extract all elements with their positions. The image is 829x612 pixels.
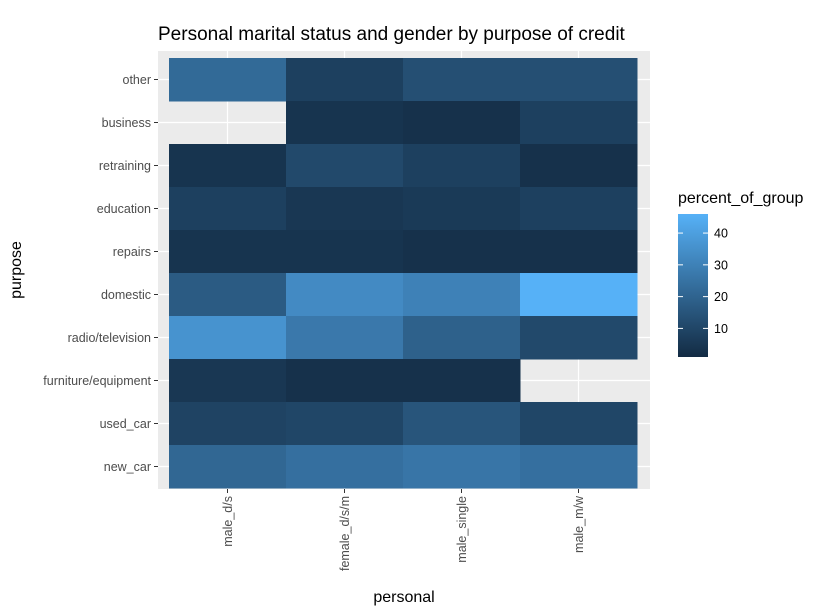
y-tick-label: used_car bbox=[100, 417, 151, 431]
heatmap-cell bbox=[286, 101, 404, 145]
legend-tick-label: 30 bbox=[714, 258, 728, 272]
heatmap-cell bbox=[286, 144, 404, 188]
x-tick-label: male_single bbox=[455, 496, 469, 563]
heatmap-cell bbox=[286, 58, 404, 102]
heatmap-cell bbox=[169, 230, 287, 274]
chart-title: Personal marital status and gender by pu… bbox=[158, 24, 626, 45]
y-tick-label: furniture/equipment bbox=[43, 374, 151, 388]
heatmap-cell bbox=[403, 58, 521, 102]
heatmap-cell bbox=[403, 273, 521, 317]
x-axis-title: personal bbox=[373, 589, 434, 606]
heatmap-cell bbox=[169, 58, 287, 102]
heatmap-cell bbox=[169, 445, 287, 489]
heatmap-cell bbox=[169, 187, 287, 231]
y-tick-label: domestic bbox=[101, 288, 151, 302]
x-axis-ticks: male_d/s female_d/s/m male_single male_m/w bbox=[221, 489, 586, 571]
heatmap-cell bbox=[286, 316, 404, 360]
heatmap-cell bbox=[403, 316, 521, 360]
heatmap-cell bbox=[520, 316, 638, 360]
heatmap-cell bbox=[286, 230, 404, 274]
heatmap-cell bbox=[286, 445, 404, 489]
heatmap-cell bbox=[520, 402, 638, 446]
x-tick-label: female_d/s/m bbox=[338, 496, 352, 571]
legend-title: percent_of_group bbox=[678, 190, 804, 207]
heatmap-cell bbox=[520, 187, 638, 231]
heatmap-cell bbox=[403, 402, 521, 446]
heatmap-cells bbox=[169, 58, 638, 489]
legend-tick-label: 10 bbox=[714, 322, 728, 336]
heatmap-cell bbox=[286, 273, 404, 317]
legend-ticks: 10 20 30 40 bbox=[678, 227, 728, 336]
y-tick-label: radio/television bbox=[68, 331, 151, 345]
heatmap-cell bbox=[403, 187, 521, 231]
heatmap-cell bbox=[520, 144, 638, 188]
y-axis-ticks: other business retraining education repairs d… bbox=[43, 73, 158, 474]
heatmap-cell bbox=[403, 230, 521, 274]
heatmap-cell bbox=[169, 316, 287, 360]
heatmap-cell bbox=[403, 359, 521, 403]
y-tick-label: new_car bbox=[104, 460, 151, 474]
heatmap-cell bbox=[520, 101, 638, 145]
heatmap-cell bbox=[169, 273, 287, 317]
y-tick-label: other bbox=[123, 73, 152, 87]
heatmap-cell bbox=[169, 144, 287, 188]
heatmap-cell bbox=[169, 402, 287, 446]
y-tick-label: retraining bbox=[99, 159, 151, 173]
heatmap-cell bbox=[403, 101, 521, 145]
heatmap-cell bbox=[520, 445, 638, 489]
heatmap-cell bbox=[286, 359, 404, 403]
legend-tick-label: 40 bbox=[714, 227, 728, 241]
y-tick-label: education bbox=[97, 202, 151, 216]
heatmap-cell bbox=[520, 58, 638, 102]
x-tick-label: male_m/w bbox=[572, 495, 586, 553]
color-legend: percent_of_group 10 20 30 40 bbox=[678, 190, 804, 357]
legend-tick-label: 20 bbox=[714, 290, 728, 304]
legend-color-bar bbox=[678, 214, 708, 357]
heatmap-cell bbox=[286, 187, 404, 231]
heatmap-cell bbox=[520, 230, 638, 274]
y-tick-label: repairs bbox=[113, 245, 151, 259]
heatmap-cell bbox=[520, 273, 638, 317]
x-tick-label: male_d/s bbox=[221, 496, 235, 547]
y-tick-label: business bbox=[102, 116, 151, 130]
heatmap-cell bbox=[403, 445, 521, 489]
heatmap-cell bbox=[169, 359, 287, 403]
heatmap-cell bbox=[403, 144, 521, 188]
heatmap-cell bbox=[286, 402, 404, 446]
y-axis-title: purpose bbox=[8, 241, 25, 299]
